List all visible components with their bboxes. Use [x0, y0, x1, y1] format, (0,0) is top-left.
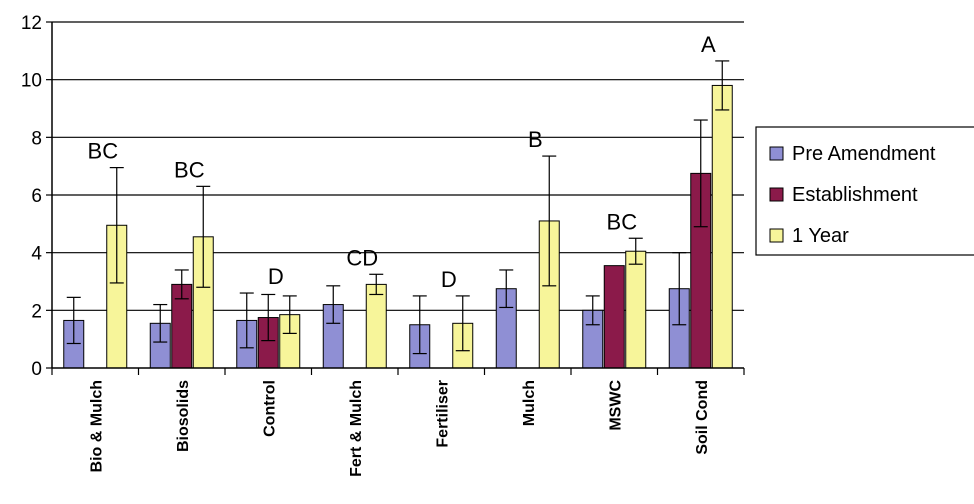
legend-swatch [769, 228, 784, 243]
significance-label: CD [346, 245, 378, 270]
x-tick-label: Biosolids [175, 380, 192, 452]
y-tick-label: 12 [21, 13, 42, 34]
y-tick-label: 6 [31, 186, 42, 207]
bar [625, 250, 647, 369]
significance-annotations: BC BC D CD D B BC A [88, 32, 716, 292]
x-tick-label: MSWC [607, 380, 624, 431]
x-tick-label: Mulch [521, 380, 538, 426]
x-tick-label: Control [261, 380, 278, 437]
legend-box [755, 126, 974, 256]
x-tick-label: Bio & Mulch [88, 380, 105, 472]
significance-label: D [441, 267, 457, 292]
bars [63, 84, 733, 369]
significance-label: B [528, 127, 543, 152]
y-tick-label: 0 [31, 359, 42, 380]
legend-label: Establishment [792, 184, 918, 206]
significance-label: A [701, 32, 716, 57]
legend-swatch [769, 187, 784, 202]
x-tick-label: Fert & Mulch [348, 380, 365, 477]
y-tick-labels: 0 2 4 6 8 10 12 [21, 13, 43, 380]
x-tick-label: Soil Cond [694, 380, 711, 455]
significance-label: D [268, 264, 284, 289]
y-tick-label: 2 [31, 301, 42, 322]
error-bars [66, 60, 730, 355]
bar [603, 265, 625, 369]
significance-label: BC [174, 157, 205, 182]
bar [711, 84, 733, 369]
bar [365, 283, 387, 369]
x-tick-label: Fertiliser [434, 380, 451, 448]
y-tick-label: 8 [31, 128, 42, 149]
y-tick-label: 4 [31, 244, 42, 265]
legend-swatch [769, 146, 784, 161]
legend-label: Pre Amendment [792, 143, 936, 165]
legend-label: 1 Year [792, 225, 849, 247]
significance-label: BC [607, 209, 638, 234]
significance-label: BC [88, 139, 119, 164]
y-tick-label: 10 [21, 71, 42, 92]
legend: Pre Amendment Establishment 1 Year [755, 126, 974, 256]
x-tick-labels: Bio & Mulch Biosolids Control Fert & Mulch F… [88, 380, 711, 477]
